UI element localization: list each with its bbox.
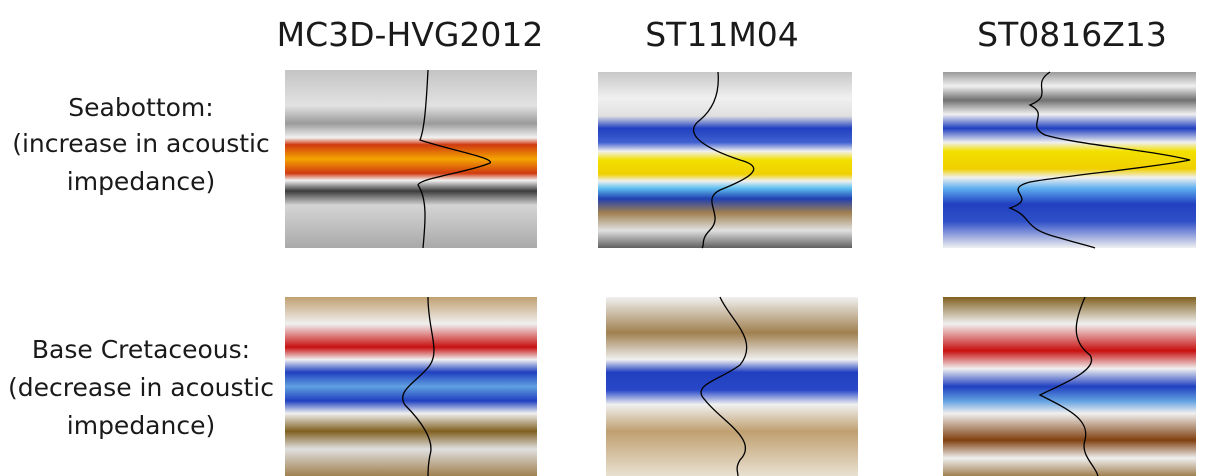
- seismic-panel: [943, 297, 1196, 476]
- row-label: (increase in acoustic: [12, 129, 270, 158]
- seismic-panel: [606, 297, 858, 476]
- row-label: Seabottom:: [68, 93, 213, 122]
- row-label: impedance): [67, 167, 215, 196]
- figure: MC3D-HVG2012 ST11M04 ST0816Z13 Seabottom…: [0, 0, 1212, 476]
- column-title: ST11M04: [645, 15, 799, 54]
- row-label: Base Cretaceous:: [32, 335, 250, 364]
- seismic-panel: [598, 72, 852, 248]
- seismic-panel: [285, 70, 537, 248]
- column-title: ST0816Z13: [977, 15, 1167, 54]
- seismic-panel: [285, 297, 537, 476]
- column-title: MC3D-HVG2012: [277, 15, 544, 54]
- row-label: (decrease in acoustic: [8, 373, 274, 402]
- row-label: impedance): [67, 411, 215, 440]
- seismic-panel: [943, 72, 1196, 248]
